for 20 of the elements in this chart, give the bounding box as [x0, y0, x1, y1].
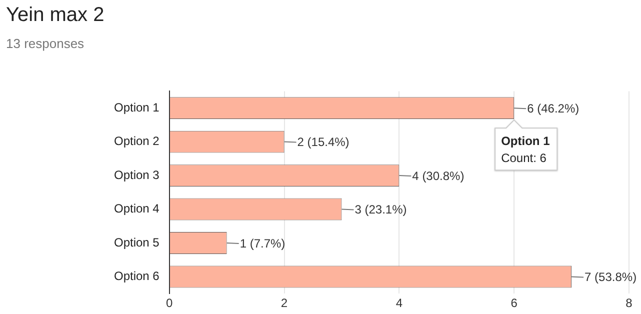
data-label: 1 (7.7%)	[240, 236, 286, 250]
data-label: 2 (15.4%)	[297, 135, 350, 150]
text: 13 responses	[6, 36, 84, 51]
data-label: 4 (30.8%)	[412, 168, 464, 183]
data-label: 7 (53.8%)	[584, 270, 637, 284]
y-tick-label: Option 2	[114, 134, 160, 148]
y-tick-label: Option 3	[114, 168, 160, 182]
x-tick-label: 6	[510, 296, 518, 310]
x-tick-label: 0	[166, 296, 174, 310]
y-tick-label: Option 1	[114, 100, 160, 114]
y-tick-label: Option 6	[114, 269, 160, 284]
x-tick-label: 8	[626, 296, 633, 310]
y-tick-label: Option 5	[114, 235, 160, 250]
y-tick-label: Option 4	[114, 202, 160, 216]
data-label: 6 (46.2%)	[527, 101, 580, 116]
chart-title: Yein max 2	[6, 4, 104, 27]
x-tick-label: 4	[396, 296, 403, 310]
x-tick-label: 2	[280, 296, 288, 310]
data-label: 3 (23.1%)	[354, 202, 407, 217]
annotation: Option 1 Count: 6	[501, 134, 550, 166]
